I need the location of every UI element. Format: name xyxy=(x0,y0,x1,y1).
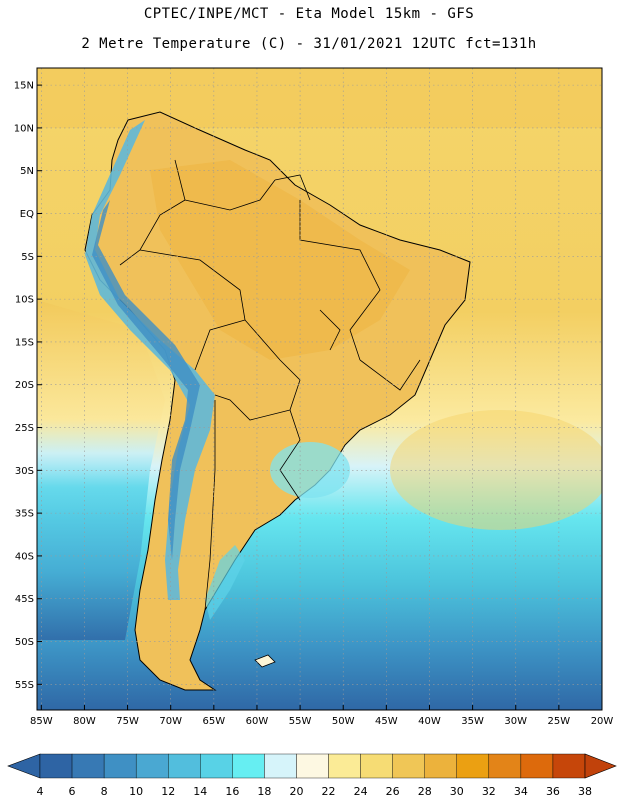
lon-label: 60W xyxy=(246,716,269,727)
colorbar-right-arrow xyxy=(584,753,617,779)
lon-label: 25W xyxy=(548,716,571,727)
lon-label: 65W xyxy=(203,716,226,727)
colorbar-swatch xyxy=(520,753,554,779)
colorbar-swatch xyxy=(103,753,137,779)
colorbar-swatch xyxy=(456,753,490,779)
lon-label: 40W xyxy=(418,716,441,727)
colorbar-swatch xyxy=(168,753,201,779)
colorbar-label: 30 xyxy=(450,785,464,798)
lat-label: 35S xyxy=(15,509,34,520)
colorbar-swatch xyxy=(552,753,586,779)
colorbar: 4 6 8 10 12 14 16 18 20 22 24 26 28 30 32 34 36 38 xyxy=(7,753,617,798)
colorbar-label: 28 xyxy=(418,785,432,798)
map-field xyxy=(37,68,602,710)
colorbar-swatch xyxy=(264,753,297,779)
lat-label: 15N xyxy=(14,81,34,92)
lat-label: 10S xyxy=(15,295,34,306)
map-frame xyxy=(36,67,603,711)
lat-label: 5S xyxy=(21,252,34,263)
lat-label: 10N xyxy=(14,123,34,134)
colorbar-label: 16 xyxy=(225,785,239,798)
colorbar-swatch xyxy=(424,753,457,779)
colorbar-swatch xyxy=(71,753,105,779)
colorbar-swatch xyxy=(200,753,233,779)
colorbar-swatch xyxy=(392,753,425,779)
lat-label: 50S xyxy=(15,637,34,648)
colorbar-swatch xyxy=(232,753,265,779)
colorbar-swatch xyxy=(360,753,393,779)
lon-label: 35W xyxy=(461,716,484,727)
lat-label: 15S xyxy=(15,337,34,348)
colorbar-label: 34 xyxy=(514,785,528,798)
lat-label: 40S xyxy=(15,551,34,562)
colorbar-label: 20 xyxy=(289,785,303,798)
lon-label: 30W xyxy=(504,716,527,727)
lat-label: 45S xyxy=(15,594,34,605)
lat-label: EQ xyxy=(20,209,34,220)
colorbar-swatch xyxy=(39,753,73,779)
lon-label: 75W xyxy=(116,716,139,727)
colorbar-label: 4 xyxy=(37,785,44,798)
country-borders xyxy=(119,159,421,611)
colorbar-label: 24 xyxy=(354,785,368,798)
colorbar-label: 8 xyxy=(101,785,108,798)
colorbar-label: 14 xyxy=(193,785,207,798)
colorbar-swatch xyxy=(135,753,169,779)
colorbar-label: 38 xyxy=(578,785,592,798)
lon-label: 85W xyxy=(30,716,53,727)
lon-label: 50W xyxy=(332,716,355,727)
colorbar-label: 10 xyxy=(129,785,143,798)
latitude-labels: 15N 10N 5N EQ 5S 10S 15S 20S 25S 30S 35S 40S 45S 50S 5… xyxy=(14,81,42,691)
lon-label: 70W xyxy=(159,716,182,727)
lon-label: 45W xyxy=(375,716,398,727)
title-line-2: 2 Metre Temperature (C) - 31/01/2021 12U… xyxy=(81,36,537,52)
colorbar-label: 36 xyxy=(546,785,560,798)
colorbar-swatch xyxy=(328,753,361,779)
lat-label: 55S xyxy=(15,680,34,691)
longitude-labels: 85W 80W 75W 70W 65W 60W 55W 50W 45W 40W 35W 30W 25W 2… xyxy=(30,705,613,727)
lon-label: 80W xyxy=(73,716,96,727)
lon-label: 55W xyxy=(289,716,312,727)
lat-label: 20S xyxy=(15,380,34,391)
colorbar-swatch xyxy=(488,753,522,779)
colorbar-label: 6 xyxy=(69,785,76,798)
andes-cold-ridge xyxy=(85,120,215,600)
title-line-1: CPTEC/INPE/MCT - Eta Model 15km - GFS xyxy=(143,6,475,22)
colorbar-label: 32 xyxy=(482,785,496,798)
colorbar-left-arrow xyxy=(7,753,41,779)
lat-label: 30S xyxy=(15,466,34,477)
lon-label: 20W xyxy=(591,716,614,727)
lat-label: 25S xyxy=(15,423,34,434)
colorbar-label: 18 xyxy=(257,785,271,798)
colorbar-label: 22 xyxy=(322,785,336,798)
colorbar-label: 26 xyxy=(386,785,400,798)
colorbar-label: 12 xyxy=(161,785,175,798)
lat-label: 5N xyxy=(20,166,34,177)
colorbar-swatch xyxy=(296,753,329,779)
